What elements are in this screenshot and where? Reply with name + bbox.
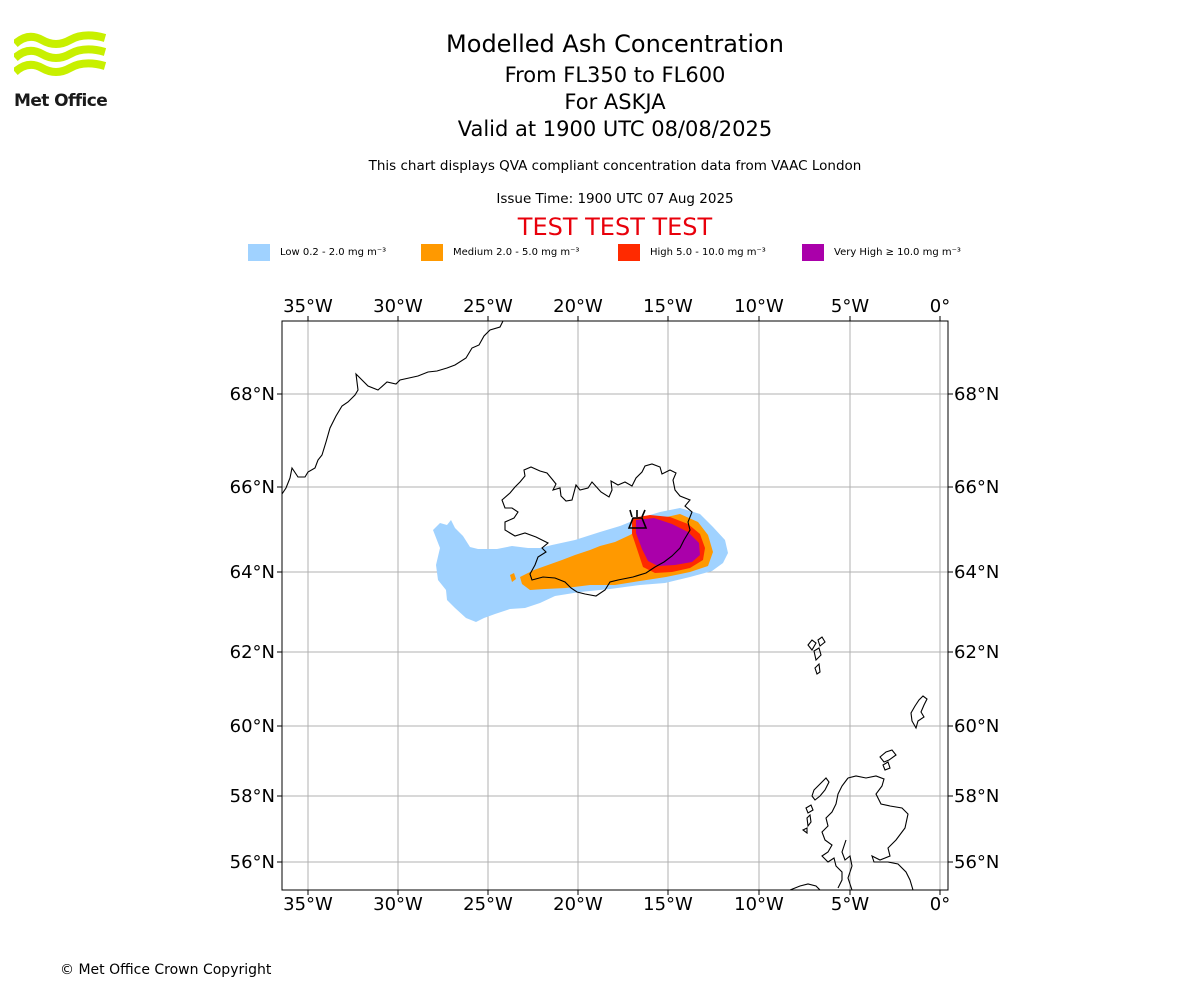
lon-label-top: 30°W: [373, 296, 423, 317]
lon-label-bottom: 15°W: [643, 894, 693, 915]
lon-label-bottom: 35°W: [283, 894, 333, 915]
valid-time: Valid at 1900 UTC 08/08/2025: [457, 117, 773, 141]
lon-label-bottom: 5°W: [831, 894, 869, 915]
coastline-hebrides: [801, 777, 830, 835]
lon-label-bottom: 25°W: [463, 894, 513, 915]
legend-item-medium: Medium 2.0 - 5.0 mg m⁻³: [421, 244, 579, 261]
lon-label-top: 15°W: [643, 296, 693, 317]
chart-title: Modelled Ash Concentration: [446, 30, 784, 58]
volcano-icon: [627, 509, 648, 529]
lat-label-right: 64°N: [954, 562, 999, 583]
lon-label-top: 25°W: [463, 296, 513, 317]
coastline-greenland: [282, 321, 504, 495]
lon-label-top: 35°W: [283, 296, 333, 317]
lat-label-left: 62°N: [230, 642, 275, 663]
lon-labels-top: 35°W 30°W 25°W 20°W 15°W 10°W 5°W 0°: [283, 296, 950, 317]
legend-item-very-high: Very High ≥ 10.0 mg m⁻³: [802, 244, 961, 261]
ash-area-medium-patch: [510, 573, 516, 582]
coastline-ireland: [789, 883, 821, 890]
map-frame: [281, 320, 949, 891]
lat-label-right: 56°N: [954, 852, 999, 873]
description: This chart displays QVA compliant concen…: [368, 158, 862, 174]
copyright: © Met Office Crown Copyright: [60, 962, 272, 978]
lon-label-top: 20°W: [553, 296, 603, 317]
lat-labels-right: 68°N 66°N 64°N 62°N 60°N 58°N 56°N: [954, 384, 999, 873]
legend-swatch-low: [248, 244, 270, 261]
lat-label-right: 68°N: [954, 384, 999, 405]
lon-label-top: 10°W: [734, 296, 784, 317]
lat-label-left: 66°N: [230, 477, 275, 498]
flight-levels: From FL350 to FL600: [504, 63, 726, 87]
legend-label-high: High 5.0 - 10.0 mg m⁻³: [650, 247, 766, 258]
legend-swatch-high: [618, 244, 640, 261]
coastline-faroe: [807, 636, 826, 675]
lat-label-left: 64°N: [230, 562, 275, 583]
map-gridlines: [282, 321, 948, 890]
legend-item-high: High 5.0 - 10.0 mg m⁻³: [618, 244, 766, 261]
legend-label-low: Low 0.2 - 2.0 mg m⁻³: [280, 247, 387, 258]
lat-label-right: 62°N: [954, 642, 999, 663]
lon-label-top: 0°: [930, 296, 950, 317]
met-office-logo-icon: [14, 31, 107, 76]
coastline-orkney: [879, 749, 897, 771]
legend-swatch-very-high: [802, 244, 824, 261]
lat-label-left: 68°N: [230, 384, 275, 405]
test-banner: TEST TEST TEST: [517, 213, 713, 241]
lat-labels-left: 68°N 66°N 64°N 62°N 60°N 58°N 56°N: [230, 384, 275, 873]
coastline-shetland: [910, 695, 928, 730]
legend-label-very-high: Very High ≥ 10.0 mg m⁻³: [834, 247, 961, 258]
lat-label-left: 60°N: [230, 716, 275, 737]
legend-label-medium: Medium 2.0 - 5.0 mg m⁻³: [453, 247, 580, 258]
coastline-scotland: [821, 775, 914, 890]
legend-item-low: Low 0.2 - 2.0 mg m⁻³: [248, 244, 386, 261]
legend-swatch-medium: [421, 244, 443, 261]
map-ticks: [277, 316, 953, 895]
lon-label-bottom: 0°: [930, 894, 950, 915]
issue-time: Issue Time: 1900 UTC 07 Aug 2025: [496, 191, 734, 207]
lat-label-left: 56°N: [230, 852, 275, 873]
logo-text: Met Office: [14, 91, 108, 111]
lat-label-right: 60°N: [954, 716, 999, 737]
lon-label-bottom: 10°W: [734, 894, 784, 915]
ash-area-very-high: [636, 518, 700, 566]
coastline-iceland: [501, 463, 693, 597]
lat-label-left: 58°N: [230, 786, 275, 807]
lon-labels-bottom: 35°W 30°W 25°W 20°W 15°W 10°W 5°W 0°: [283, 894, 950, 915]
lat-label-right: 66°N: [954, 477, 999, 498]
volcano-name: For ASKJA: [564, 90, 666, 114]
lon-label-bottom: 20°W: [553, 894, 603, 915]
lon-label-top: 5°W: [831, 296, 869, 317]
coastlines: [282, 321, 928, 890]
lon-label-bottom: 30°W: [373, 894, 423, 915]
lat-label-right: 58°N: [954, 786, 999, 807]
